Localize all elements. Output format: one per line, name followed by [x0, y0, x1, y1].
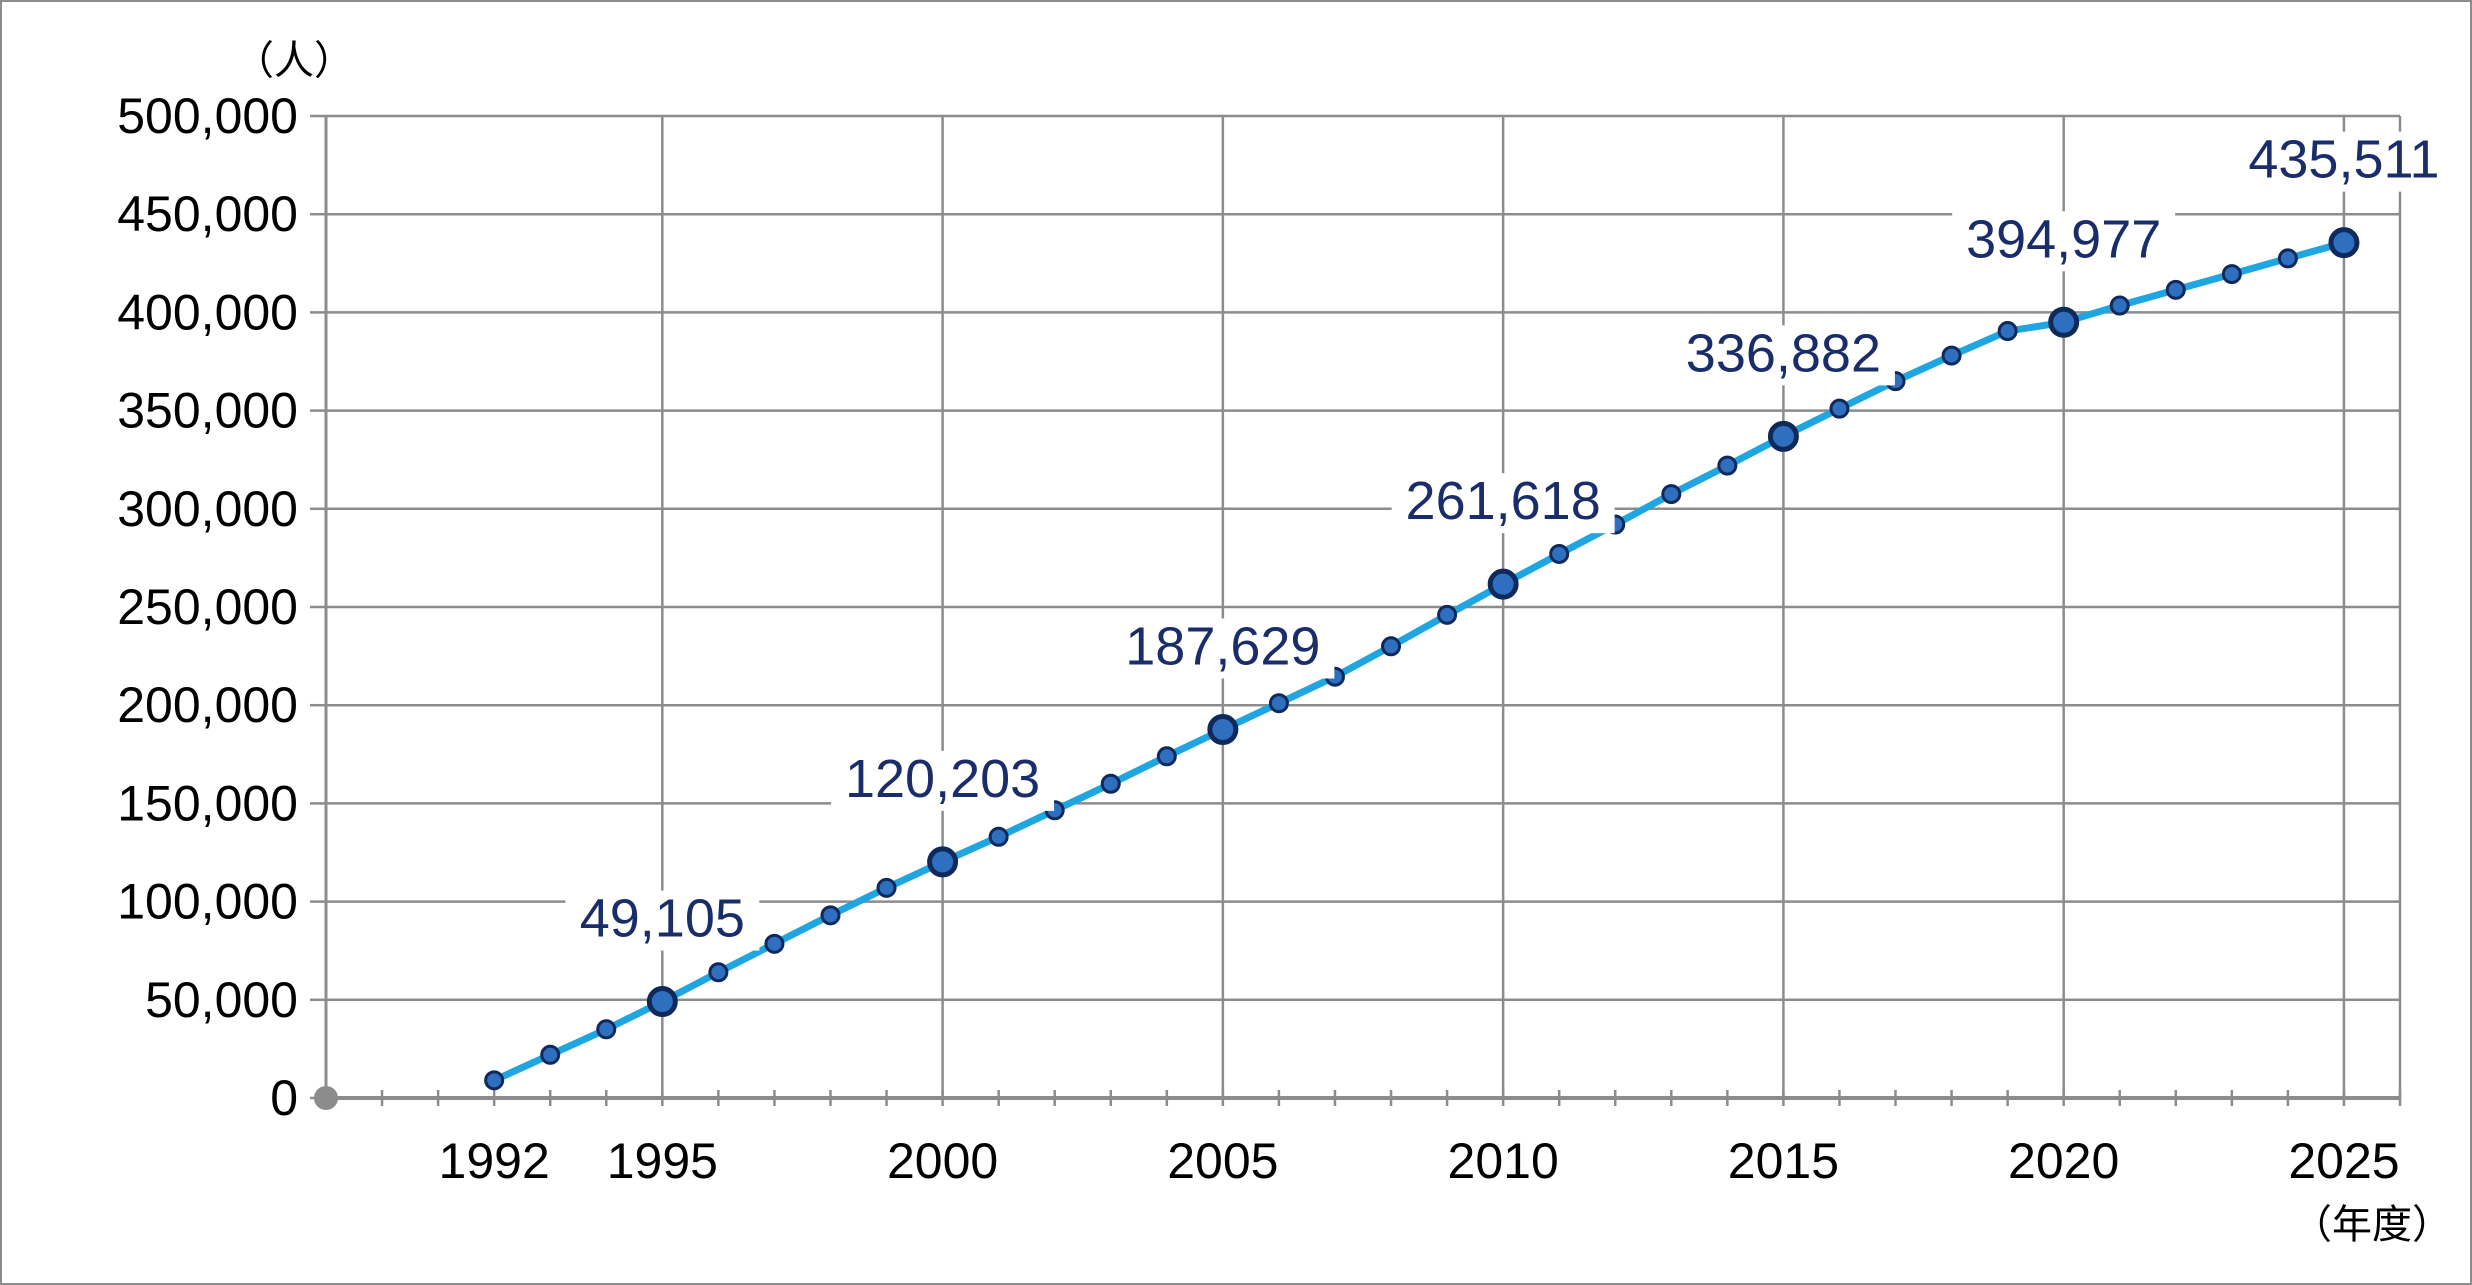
y-tick-label: 350,000: [117, 383, 298, 439]
data-label-bg: [565, 890, 760, 951]
data-point: [646, 986, 678, 1018]
gridlines: [326, 114, 2402, 1098]
data-point: [2109, 295, 2130, 316]
data-point: [2221, 264, 2242, 285]
data-point: [820, 905, 841, 926]
data-point: [2048, 306, 2080, 338]
data-point: [1549, 543, 1570, 564]
y-tick-label: 250,000: [117, 579, 298, 635]
data-labels: 49,105 120,203 187,629 261,618 336,882 394,97…: [565, 130, 2456, 951]
data-point: [2328, 227, 2360, 259]
y-axis-unit: （人）: [234, 38, 354, 84]
data-point: [1100, 773, 1121, 794]
data-point: [1207, 713, 1239, 745]
data-point: [1661, 484, 1682, 505]
origin-dot: [314, 1086, 338, 1110]
data-label: 49,105: [580, 889, 745, 949]
data-point: [2277, 248, 2298, 269]
data-label-bg: [831, 750, 1055, 811]
data-label: 394,977: [1966, 209, 2161, 269]
data-label-bg: [1671, 325, 1895, 386]
series-line: [492, 239, 2345, 1084]
data-label-bg: [1111, 618, 1335, 679]
data-point: [1941, 345, 1962, 366]
data-label-bg: [2232, 131, 2456, 192]
data-point: [1997, 321, 2018, 342]
y-tick-label: 450,000: [117, 186, 298, 242]
x-tick-label: 2015: [1728, 1133, 1839, 1189]
y-tick-label: 150,000: [117, 775, 298, 831]
data-label-bg: [1952, 211, 2176, 272]
y-tick-label: 50,000: [145, 972, 298, 1028]
data-point: [596, 1019, 617, 1040]
data-point: [1437, 604, 1458, 625]
data-point: [927, 846, 959, 878]
y-tick-label: 200,000: [117, 677, 298, 733]
data-point: [1381, 636, 1402, 657]
x-tick-label: 2005: [1167, 1133, 1278, 1189]
y-tick-label: 100,000: [117, 874, 298, 930]
x-tick-label: 1992: [439, 1133, 550, 1189]
data-point: [988, 826, 1009, 847]
data-label: 187,629: [1125, 616, 1320, 676]
x-tick-label: 1995: [607, 1133, 718, 1189]
data-point: [1717, 455, 1738, 476]
y-tick-label: 0: [270, 1070, 298, 1126]
x-tick-label: 2010: [1448, 1133, 1559, 1189]
data-series: [484, 227, 2360, 1091]
data-point: [1829, 398, 1850, 419]
data-point: [708, 962, 729, 983]
y-tick-label: 400,000: [117, 284, 298, 340]
data-point: [540, 1044, 561, 1065]
data-label-bg: [1391, 473, 1615, 534]
data-label: 120,203: [845, 749, 1040, 809]
data-point: [2165, 279, 2186, 300]
axes: 0 50,000 100,000 150,000 200,000 250,000 300,0…: [117, 88, 2402, 1189]
data-point: [1767, 420, 1799, 452]
data-point: [484, 1070, 505, 1091]
data-point: [1268, 693, 1289, 714]
x-tick-label: 2025: [2288, 1133, 2399, 1189]
data-label: 336,882: [1686, 323, 1881, 383]
y-tick-label: 300,000: [117, 481, 298, 537]
data-point: [876, 877, 897, 898]
data-point: [1156, 746, 1177, 767]
x-tick-label: 2000: [887, 1133, 998, 1189]
data-point: [764, 933, 785, 954]
x-tick-label: 2020: [2008, 1133, 2119, 1189]
data-label: 435,511: [2248, 130, 2439, 190]
x-axis-unit: （年度）: [2292, 1202, 2452, 1248]
data-point: [1487, 568, 1519, 600]
data-label: 261,618: [1406, 471, 1601, 531]
y-tick-label: 500,000: [117, 88, 298, 144]
